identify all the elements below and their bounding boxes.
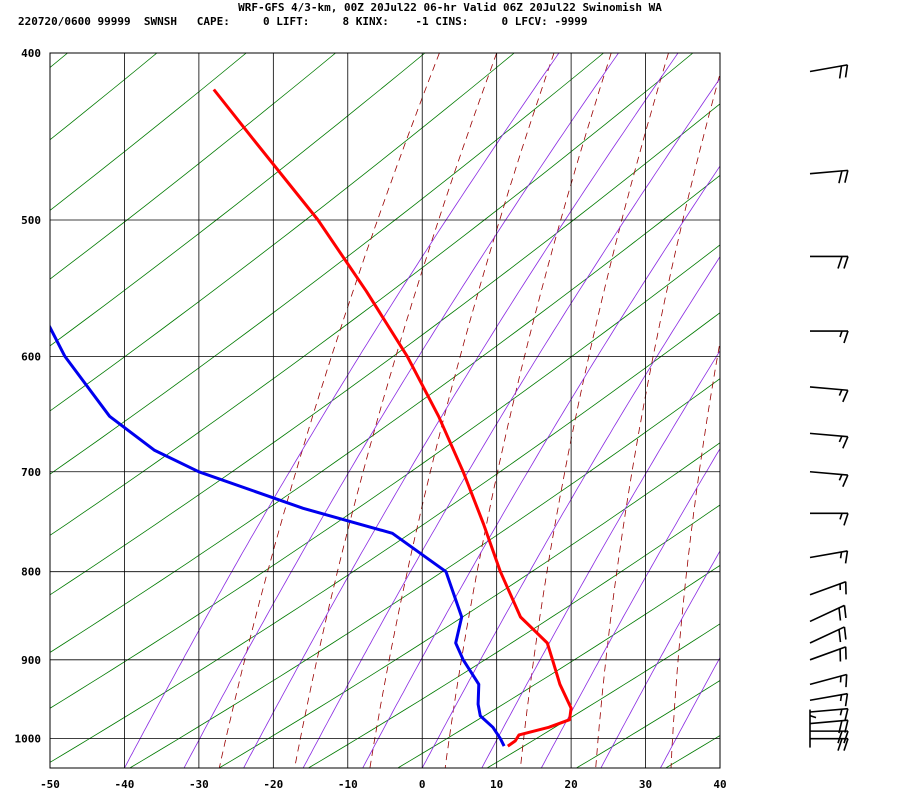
wind-barbs — [809, 64, 849, 751]
wind-barb — [809, 673, 848, 688]
chart-title: WRF-GFS 4/3-km, 00Z 20Jul22 06-hr Valid … — [238, 1, 662, 14]
wind-barb — [810, 730, 849, 744]
wind-barb — [809, 432, 849, 449]
mixing-ratio-line — [397, 564, 720, 768]
moist-adiabat — [600, 550, 720, 768]
wind-barb — [809, 707, 849, 722]
mixing-ratio-line — [50, 312, 720, 763]
temperature-profile — [212, 88, 573, 748]
mixing-ratio-line — [218, 442, 720, 768]
moist-adiabat — [839, 53, 900, 768]
wind-barb — [809, 64, 849, 79]
chart-header: WRF-GFS 4/3-km, 00Z 20Jul22 06-hr Valid … — [0, 0, 900, 30]
x-tick-label: -50 — [40, 778, 60, 791]
wind-barb — [809, 626, 847, 644]
y-tick-label: 700 — [21, 466, 41, 479]
wind-barb — [810, 330, 849, 344]
mixing-ratio-line — [486, 623, 720, 768]
mixing-ratio-line — [665, 735, 720, 768]
dry-adiabat — [821, 53, 897, 768]
wind-barb — [809, 709, 817, 748]
wind-barb — [809, 550, 849, 564]
x-tick-label: -20 — [263, 778, 283, 791]
mixing-ratio-line — [50, 53, 426, 347]
mixing-ratio-line — [308, 504, 720, 768]
moist-adiabat — [540, 447, 720, 768]
wind-barb — [809, 580, 847, 596]
dry-adiabat — [520, 53, 669, 768]
wind-barb — [809, 692, 849, 707]
grid-layer — [50, 53, 900, 768]
mixing-ratio-line — [50, 103, 720, 596]
x-tick-label: 0 — [419, 778, 426, 791]
dry-adiabat — [218, 53, 440, 768]
moist-adiabat — [481, 349, 720, 768]
plot-frame — [49, 52, 721, 769]
dewpoint-profile — [50, 324, 506, 747]
moist-adiabat — [243, 53, 679, 768]
y-tick-label: 800 — [21, 566, 41, 579]
mixing-ratio-line — [50, 244, 720, 709]
dry-adiabat — [294, 53, 498, 768]
dry-adiabat — [369, 53, 555, 768]
sounding-stats: 220720/0600 99999 SWNSH CAPE: 0 LIFT: 8 … — [18, 15, 588, 28]
y-tick-label: 1000 — [15, 733, 42, 746]
dry-adiabat — [895, 53, 900, 768]
mixing-ratio-line — [50, 53, 604, 475]
wind-barb — [809, 646, 847, 662]
wind-barb — [809, 470, 849, 487]
mixing-ratio-line — [50, 53, 336, 280]
moist-adiabat — [421, 255, 720, 768]
x-tick-label: 10 — [490, 778, 503, 791]
x-tick-label: -10 — [338, 778, 358, 791]
mixing-ratio-line — [129, 378, 720, 768]
mixing-ratio-line — [576, 680, 720, 768]
y-tick-label: 600 — [21, 350, 41, 363]
moist-adiabat — [124, 53, 560, 768]
axis-labels: 400 500 600 700 800 900 1000 -50 -40 -30 -20 -10 0 10… — [15, 47, 727, 791]
wind-barb — [810, 255, 849, 269]
dry-adiabat — [746, 53, 840, 768]
moist-adiabat — [719, 767, 720, 768]
wind-barb — [809, 169, 849, 184]
wind-barb — [809, 604, 847, 623]
dry-adiabat — [444, 53, 612, 768]
x-tick-label: 30 — [639, 778, 652, 791]
moist-adiabat — [362, 165, 720, 768]
profile-layer — [50, 88, 573, 748]
mixing-ratio-line — [50, 174, 720, 653]
wind-barb — [810, 512, 849, 526]
x-tick-label: 40 — [713, 778, 726, 791]
moist-adiabat — [183, 53, 619, 768]
x-tick-label: -30 — [189, 778, 209, 791]
mixing-ratio-line — [50, 53, 515, 412]
wind-barb — [809, 386, 849, 403]
y-tick-label: 500 — [21, 214, 41, 227]
dry-adiabat — [670, 339, 720, 768]
y-tick-label: 900 — [21, 654, 41, 667]
dry-adiabat — [595, 72, 720, 768]
y-tick-label: 400 — [21, 47, 41, 60]
x-tick-label: 20 — [564, 778, 577, 791]
x-tick-label: -40 — [115, 778, 135, 791]
mixing-ratio-line — [50, 53, 694, 536]
wind-barb — [810, 737, 849, 751]
moist-adiabat — [660, 656, 720, 768]
moist-adiabat — [302, 77, 720, 768]
